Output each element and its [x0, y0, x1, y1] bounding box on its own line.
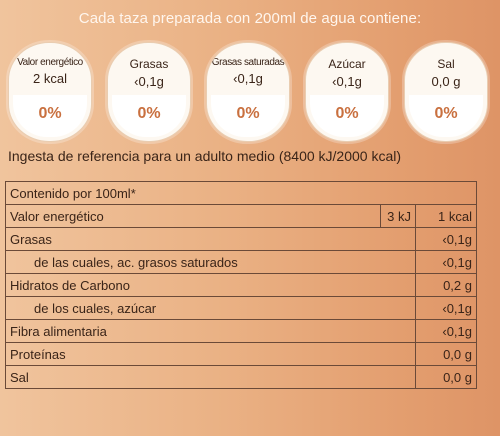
- row-value: ‹0,1g: [415, 250, 477, 274]
- gda-sugar-amount: ‹0,1g: [332, 74, 362, 89]
- table-row: Sal 0,0 g: [5, 365, 477, 389]
- row-value: ‹0,1g: [415, 227, 477, 251]
- gda-fat: Grasas ‹0,1g 0%: [107, 42, 191, 142]
- row-value: 0,2 g: [415, 273, 477, 297]
- gda-fat-amount: ‹0,1g: [134, 74, 164, 89]
- row-name: Sal: [5, 365, 416, 389]
- table-row: Hidratos de Carbono 0,2 g: [5, 273, 477, 297]
- row-value: ‹0,1g: [415, 296, 477, 320]
- gda-salt-amount: 0,0 g: [431, 74, 461, 89]
- gda-saturated-fat-amount: ‹0,1g: [233, 71, 263, 86]
- table-header-row: Contenido por 100ml*: [5, 181, 477, 205]
- reference-intake-note: Ingesta de referencia para un adulto med…: [8, 148, 402, 164]
- gda-energy: Valor energético 2 kcal 0%: [8, 42, 92, 142]
- row-value: 0,0 g: [415, 342, 477, 366]
- table-row-energy: Valor energético 3 kJ 1 kcal: [5, 204, 477, 228]
- gda-sugar-label: Azúcar: [328, 57, 366, 71]
- gda-energy-percent: 0%: [38, 105, 62, 122]
- gda-energy-amount: 2 kcal: [33, 71, 67, 86]
- energy-name: Valor energético: [5, 204, 381, 228]
- table-row: de los cuales, azúcar ‹0,1g: [5, 296, 477, 320]
- gda-saturated-fat-percent: 0%: [236, 105, 260, 122]
- gda-saturated-fat-label: Grasas saturadas: [211, 57, 285, 68]
- gda-energy-label: Valor energético: [17, 57, 83, 68]
- table-row: de las cuales, ac. grasos saturados ‹0,1…: [5, 250, 477, 274]
- gda-fat-label: Grasas: [129, 57, 169, 71]
- table-row: Fibra alimentaria ‹0,1g: [5, 319, 477, 343]
- energy-kj: 3 kJ: [380, 204, 416, 228]
- row-name: de las cuales, ac. grasos saturados: [5, 250, 416, 274]
- serving-headline: Cada taza preparada con 200ml de agua co…: [78, 10, 422, 27]
- row-value: ‹0,1g: [415, 319, 477, 343]
- gda-salt: Sal 0,0 g 0%: [404, 42, 488, 142]
- nutrition-table: Contenido por 100ml* Valor energético 3 …: [5, 181, 477, 389]
- gda-salt-percent: 0%: [434, 105, 458, 122]
- row-name: Fibra alimentaria: [5, 319, 416, 343]
- table-row: Proteínas 0,0 g: [5, 342, 477, 366]
- table-header: Contenido por 100ml*: [5, 181, 477, 205]
- gda-icons: Valor energético 2 kcal 0% Grasas ‹0,1g …: [0, 42, 500, 142]
- row-value: 0,0 g: [415, 365, 477, 389]
- table-row: Grasas ‹0,1g: [5, 227, 477, 251]
- energy-kcal: 1 kcal: [415, 204, 477, 228]
- row-name: de los cuales, azúcar: [5, 296, 416, 320]
- row-name: Hidratos de Carbono: [5, 273, 416, 297]
- gda-sugar-percent: 0%: [335, 105, 359, 122]
- row-name: Grasas: [5, 227, 416, 251]
- gda-saturated-fat: Grasas saturadas ‹0,1g 0%: [206, 42, 290, 142]
- gda-sugar: Azúcar ‹0,1g 0%: [305, 42, 389, 142]
- gda-salt-label: Sal: [437, 57, 455, 71]
- gda-fat-percent: 0%: [137, 105, 161, 122]
- row-name: Proteínas: [5, 342, 416, 366]
